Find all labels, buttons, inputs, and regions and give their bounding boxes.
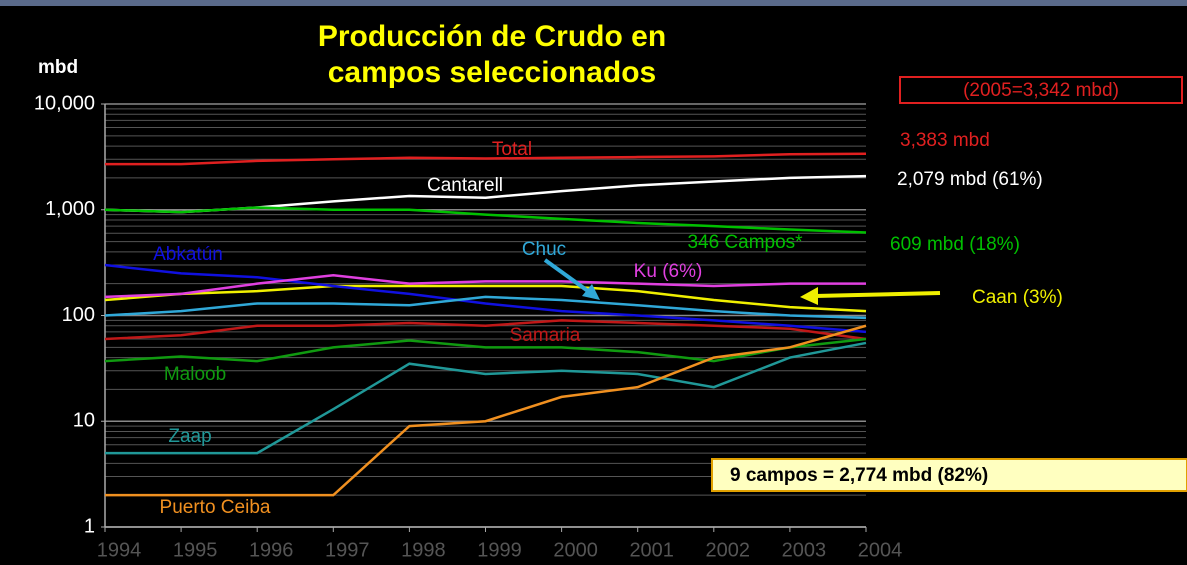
series-line <box>104 274 866 299</box>
x-tick-label: 2003 <box>782 539 827 561</box>
series-label: Total <box>492 139 532 160</box>
series-label: Samaria <box>510 325 581 346</box>
series-label: Puerto Ceiba <box>160 497 271 518</box>
chuc-arrow <box>543 258 594 296</box>
x-tick-label: 1998 <box>401 539 446 561</box>
series-label: Zaap <box>168 426 211 447</box>
series-label: Chuc <box>522 239 566 260</box>
y-tick-label: 100 <box>62 304 95 326</box>
reference-box <box>899 76 1183 104</box>
x-tick-label: 2004 <box>858 539 903 561</box>
chart-title: Producción de Crudo en <box>318 20 666 53</box>
x-tick-label: 2002 <box>706 539 751 561</box>
caan-arrowhead <box>800 287 818 305</box>
series-line <box>104 206 867 234</box>
series-label: Abkatún <box>153 244 223 265</box>
x-tick-label: 1997 <box>325 539 370 561</box>
y-tick-label: 1,000 <box>45 198 95 220</box>
caan-label: Caan (3%) <box>972 287 1063 308</box>
top-border <box>0 0 1187 6</box>
series-line <box>104 284 867 313</box>
chart-subtitle: campos seleccionados <box>328 56 656 89</box>
reference-note: (2005=3,342 mbd) <box>963 80 1119 101</box>
caan-arrow <box>814 291 941 298</box>
y-tick-label: 10,000 <box>34 92 95 114</box>
y-tick-label: 10 <box>73 410 95 432</box>
series-line <box>104 263 867 334</box>
series-label: Ku (6%) <box>634 261 703 282</box>
x-tick-label: 1994 <box>97 539 142 561</box>
series-line <box>105 152 867 166</box>
series-line <box>104 319 867 341</box>
x-tick-label: 1999 <box>477 539 522 561</box>
series-line <box>104 337 867 363</box>
chuc-arrowhead <box>582 284 600 300</box>
series-line <box>105 341 867 455</box>
x-tick-label: 1995 <box>173 539 218 561</box>
series-label: 346 Campos* <box>687 232 803 253</box>
x-tick-label: 2000 <box>553 539 598 561</box>
series-line <box>104 295 867 320</box>
cantarell-note: 2,079 mbd (61%) <box>897 169 1043 190</box>
series-label: Maloob <box>164 364 226 385</box>
y-axis-label: mbd <box>38 57 78 78</box>
summary-note: 9 campos = 2,774 mbd (82%) <box>730 465 988 486</box>
total-note: 3,383 mbd <box>900 130 990 151</box>
series-line <box>105 324 867 497</box>
series-label: Cantarell <box>427 175 503 196</box>
y-tick-label: 1 <box>84 515 95 537</box>
x-tick-label: 1996 <box>249 539 294 561</box>
x-tick-label: 2001 <box>629 539 674 561</box>
summary-box <box>711 458 1187 492</box>
campos-note: 609 mbd (18%) <box>890 234 1020 255</box>
